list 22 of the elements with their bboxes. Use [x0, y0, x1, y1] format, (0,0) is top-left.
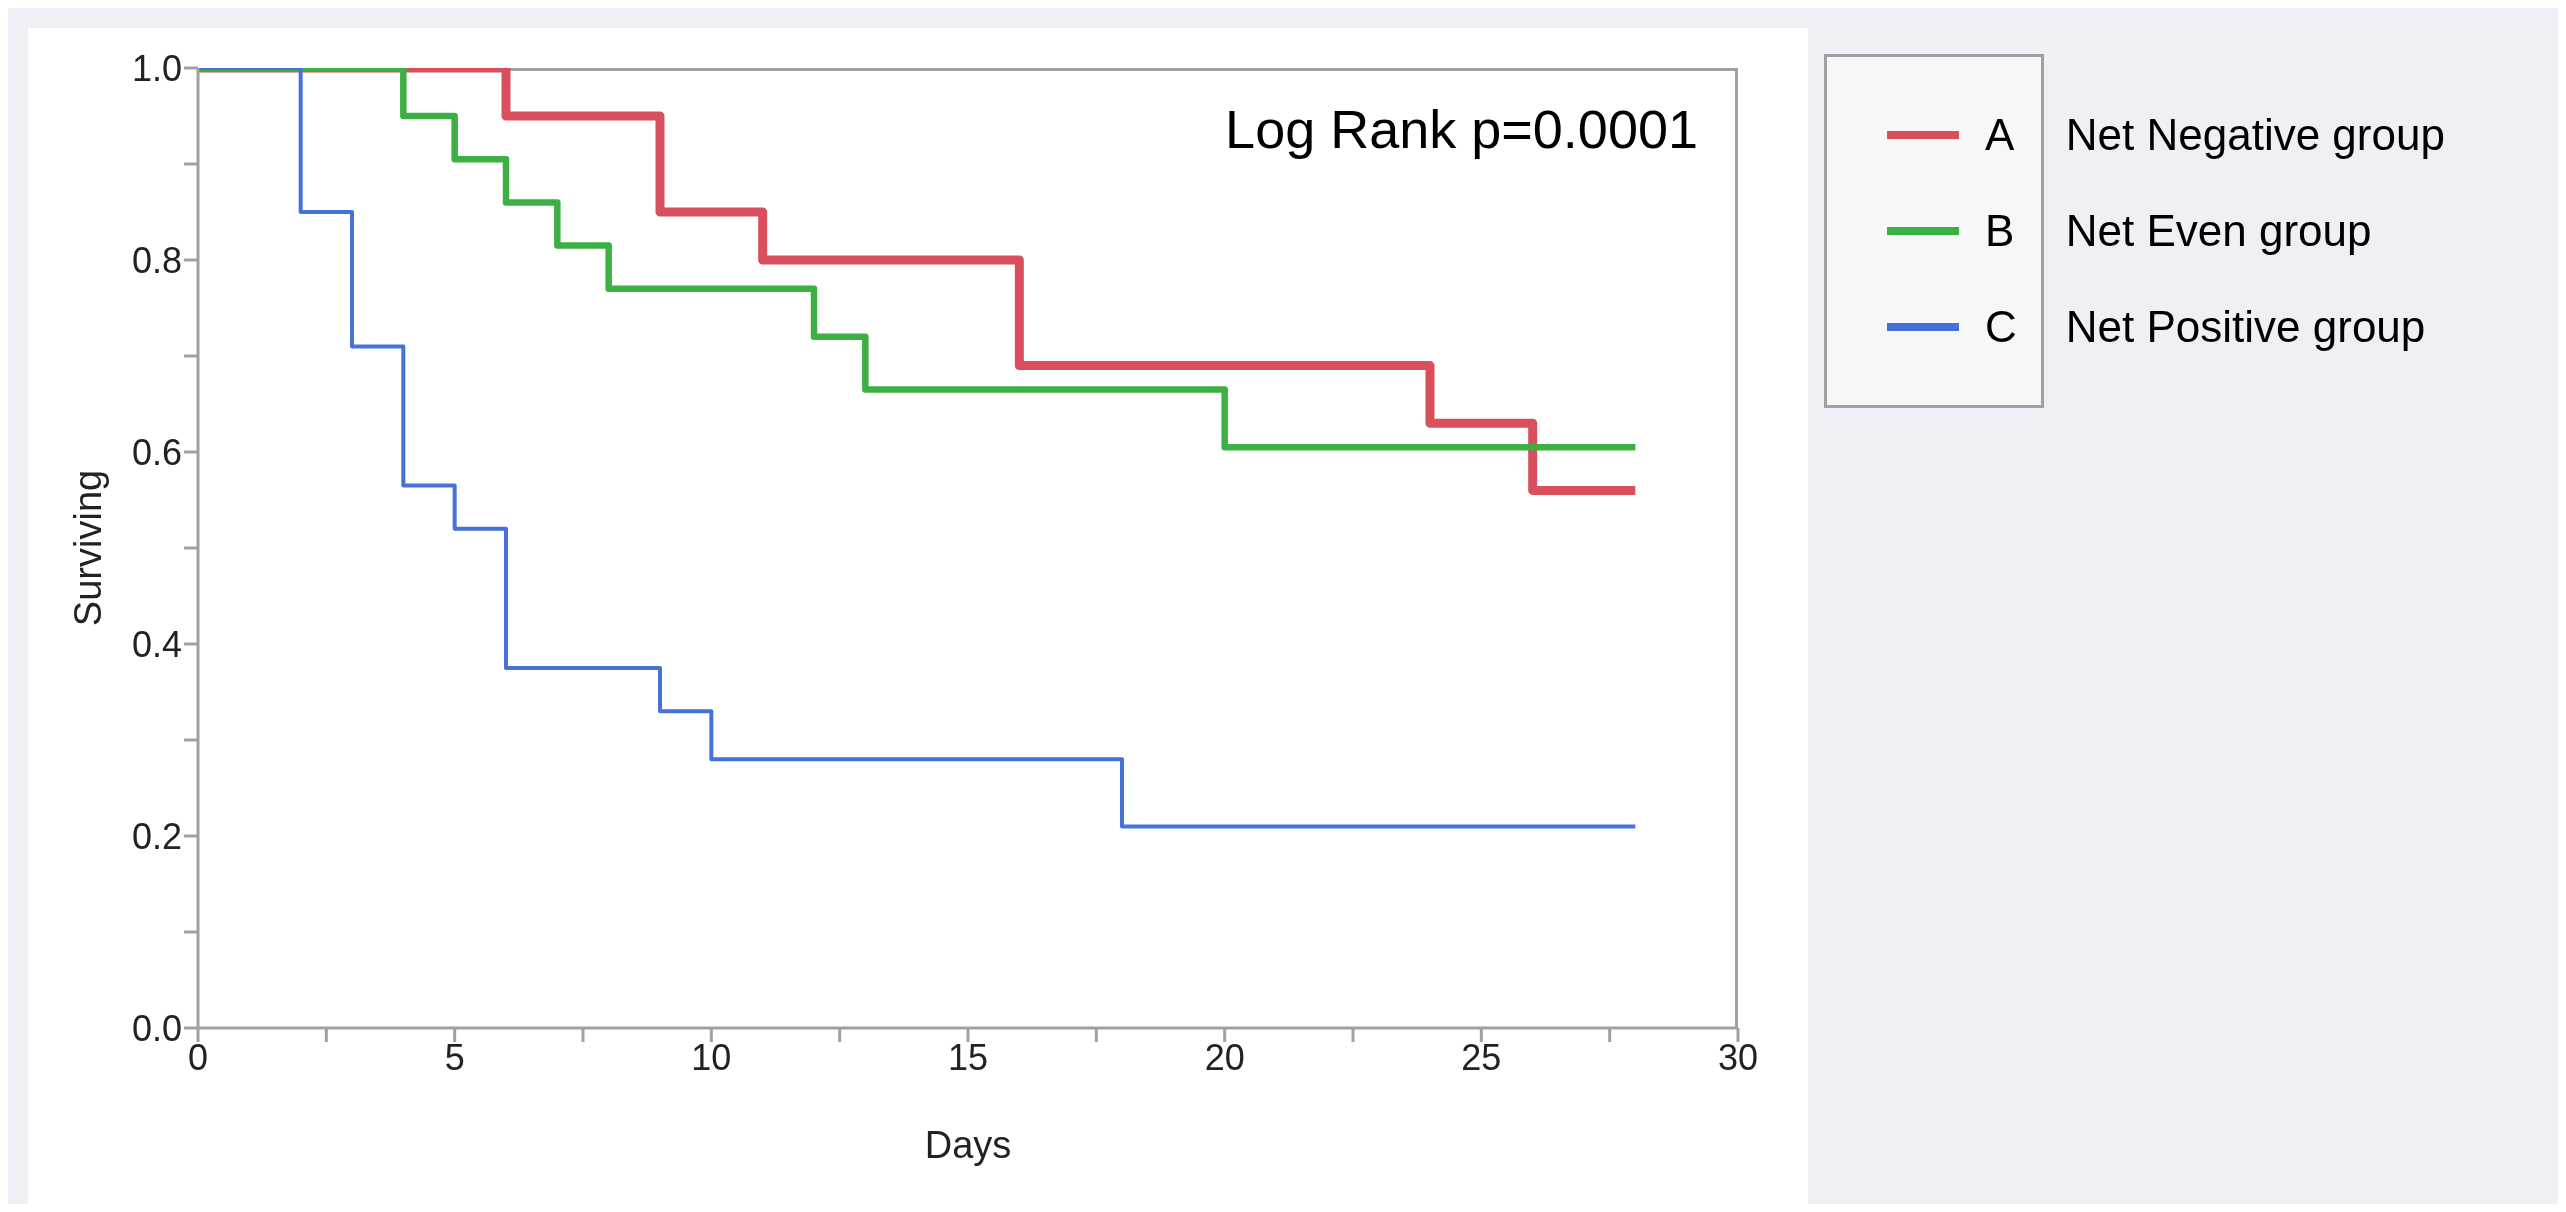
legend-label: C	[1985, 302, 2017, 352]
y-tick-label: 0.2	[131, 815, 182, 857]
legend-label: A	[1985, 110, 2015, 160]
text: Net Even group	[2065, 205, 2373, 257]
x-tick-label: 30	[1717, 1036, 1759, 1078]
y-tick-label: 0.4	[131, 623, 182, 665]
x-axis-title: Days	[924, 1124, 1012, 1166]
x-tick-label: 5	[444, 1036, 465, 1078]
x-tick-label: 10	[691, 1036, 732, 1078]
x-tick-label: 15	[947, 1036, 989, 1078]
legend-label: B	[1985, 206, 2015, 256]
y-tick-label: 1.0	[131, 47, 182, 89]
x-tick-label: 25	[1461, 1036, 1502, 1078]
x-tick-label: 20	[1204, 1036, 1245, 1078]
y-tick-label: 0.6	[131, 431, 182, 473]
text: Net Positive group	[2065, 301, 2427, 353]
y-tick-label: 0.0	[131, 1007, 182, 1049]
annotation: Log Rank p=0.0001	[1225, 98, 1698, 160]
y-tick-label: 0.8	[131, 239, 182, 281]
text: Net Negative group	[2065, 109, 2445, 161]
x-tick-label: 0	[187, 1036, 209, 1078]
y-axis-title: Surviving	[67, 469, 110, 627]
